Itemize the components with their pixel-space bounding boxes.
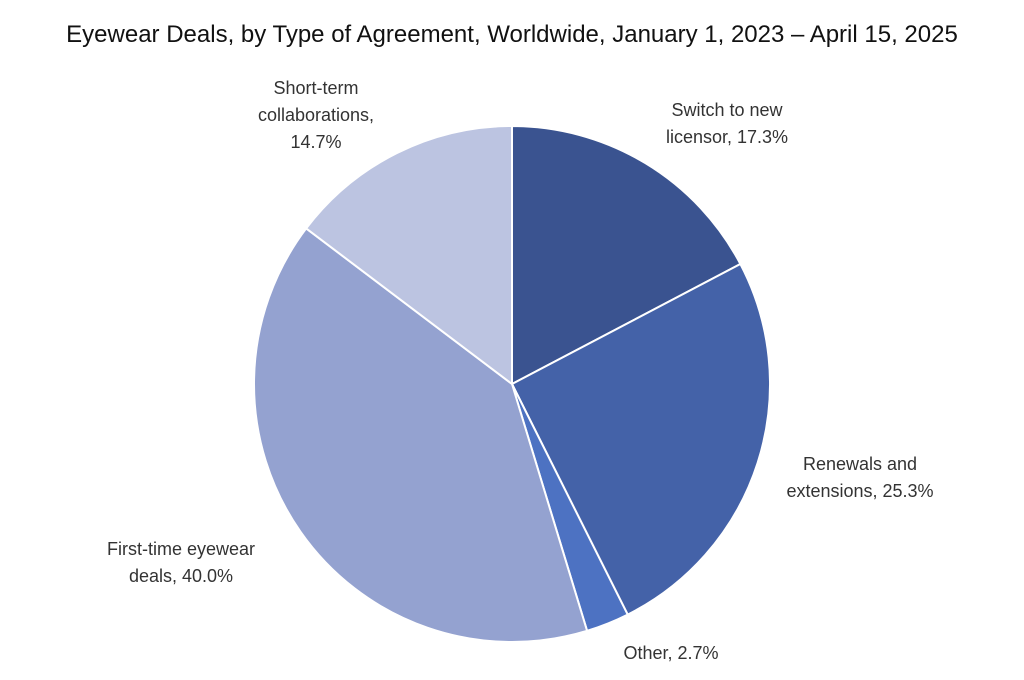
slice-label-4: Short-term collaborations, 14.7% xyxy=(258,78,374,152)
slice-label-line: extensions, 25.3% xyxy=(786,481,933,501)
slice-label-2: Other, 2.7% xyxy=(623,643,718,663)
pie-labels: Switch to new licensor, 17.3% Renewals and… xyxy=(107,78,934,663)
slice-label-line: Switch to new xyxy=(671,100,783,120)
slice-label-line: collaborations, xyxy=(258,105,374,125)
slice-label-line: deals, 40.0% xyxy=(129,566,233,586)
slice-label-line: Other, 2.7% xyxy=(623,643,718,663)
slice-label-0: Switch to new licensor, 17.3% xyxy=(666,100,788,147)
slice-label-1: Renewals and extensions, 25.3% xyxy=(786,454,933,501)
slice-label-line: Renewals and xyxy=(803,454,917,474)
slice-label-line: 14.7% xyxy=(290,132,341,152)
chart-title: Eyewear Deals, by Type of Agreement, Wor… xyxy=(66,21,958,48)
pie-slice-0 xyxy=(511,124,742,386)
slice-label-line: First-time eyewear xyxy=(107,539,255,559)
pie-slice-4 xyxy=(304,124,513,387)
pie-slices xyxy=(253,124,771,643)
slice-label-line: licensor, 17.3% xyxy=(666,127,788,147)
slice-label-line: Short-term xyxy=(273,78,358,98)
pie-slice-1 xyxy=(510,262,771,616)
slice-label-3: First-time eyewear deals, 40.0% xyxy=(107,539,255,586)
pie-slice-3 xyxy=(253,227,589,643)
